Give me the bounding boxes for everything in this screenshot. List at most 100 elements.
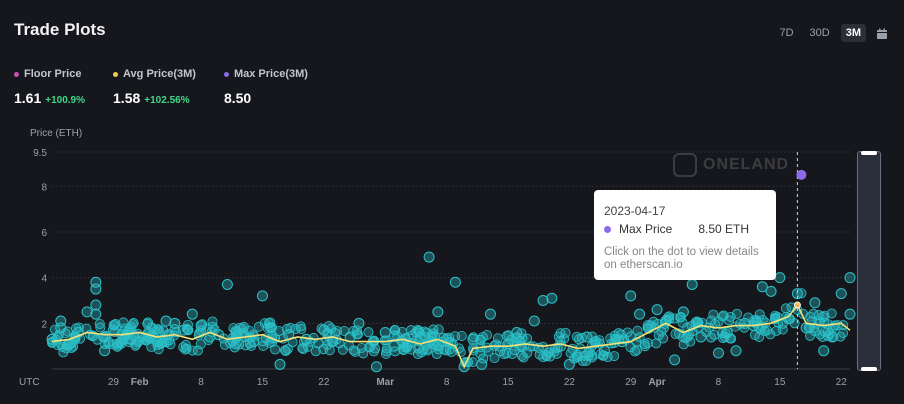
- trade-cluster-point: [356, 342, 367, 353]
- trade-point: [160, 315, 172, 327]
- trade-point: [818, 345, 830, 357]
- trade-point: [90, 308, 102, 320]
- x-tick-label-0: 29: [108, 377, 120, 388]
- trade-cluster-point: [602, 352, 613, 363]
- oneland-logo-icon: [673, 153, 697, 177]
- max-price-point: [796, 169, 807, 180]
- watermark-text: ONELAND: [703, 156, 790, 173]
- trade-point: [432, 306, 444, 318]
- trade-cluster-point: [584, 347, 595, 358]
- trade-cluster-point: [363, 327, 374, 338]
- trade-point: [712, 347, 724, 359]
- calendar-icon[interactable]: [876, 27, 888, 39]
- trade-cluster-point: [180, 339, 191, 350]
- trade-cluster-point: [310, 346, 321, 357]
- trade-cluster-point: [817, 311, 828, 322]
- trade-cluster-point: [826, 308, 837, 319]
- zoom-handle-bottom[interactable]: [861, 367, 877, 371]
- trade-point: [555, 340, 567, 352]
- trade-point: [90, 299, 102, 311]
- trade-point: [835, 288, 847, 300]
- trade-point: [730, 345, 742, 357]
- trade-cluster-point: [725, 311, 736, 322]
- trade-cluster-point: [499, 349, 510, 360]
- trade-cluster-point: [771, 325, 782, 336]
- trade-point: [90, 276, 102, 288]
- trade-cluster-point: [708, 309, 719, 320]
- avg-price-line: [51, 303, 851, 369]
- trade-cluster-point: [639, 339, 650, 350]
- tooltip-value: 8.50 ETH: [698, 222, 750, 236]
- trade-cluster-point: [446, 346, 457, 357]
- trade-point: [423, 251, 435, 263]
- trade-cluster-point: [571, 331, 582, 342]
- trade-point: [370, 361, 382, 373]
- trade-point: [467, 333, 479, 345]
- trade-point: [46, 333, 58, 345]
- trade-cluster-point: [579, 350, 590, 361]
- trade-cluster-point: [52, 332, 63, 343]
- trade-cluster-point: [253, 321, 264, 332]
- range-30d-button[interactable]: 30D: [809, 27, 830, 39]
- trade-point: [721, 326, 733, 338]
- range-7d-button[interactable]: 7D: [779, 27, 794, 39]
- watermark: ONELAND: [673, 153, 789, 177]
- trade-cluster-point: [192, 345, 203, 356]
- trade-cluster-point: [765, 329, 776, 340]
- tooltip-series-name: Max Price: [619, 222, 673, 236]
- trade-cluster-point: [439, 344, 450, 355]
- avg-price-change: +102.56%: [144, 95, 190, 106]
- trade-point: [686, 278, 698, 290]
- trade-cluster-point: [832, 320, 843, 331]
- trade-point: [476, 358, 488, 370]
- trade-cluster-point: [270, 344, 281, 355]
- trade-cluster-point: [780, 303, 791, 314]
- x-tick-label-3: 15: [257, 377, 269, 388]
- trade-point: [318, 324, 330, 336]
- avg-price-stat: Avg Price(3M) 1.58 +102.56%: [113, 68, 196, 106]
- y-axis-label: Price (ETH): [30, 128, 83, 139]
- trade-point: [230, 326, 242, 338]
- range-selector: 7D 30D 3M: [774, 24, 888, 42]
- trade-point: [774, 272, 786, 284]
- floor-price-value: 1.61: [14, 90, 42, 106]
- range-3m-button[interactable]: 3M: [840, 24, 866, 42]
- y-tick-label-2: 6: [41, 228, 47, 239]
- tooltip-hint: Click on the dot to view details on ethe…: [604, 246, 759, 271]
- y-tick-label-4: 9.5: [33, 148, 47, 159]
- trade-point: [844, 308, 856, 320]
- trade-point: [826, 331, 838, 343]
- trade-cluster-point: [295, 321, 306, 332]
- zoom-handle-top[interactable]: [861, 151, 877, 155]
- trade-cluster-point: [796, 288, 807, 299]
- trade-cluster-point: [142, 318, 153, 329]
- trade-point: [81, 306, 93, 318]
- trade-cluster-point: [58, 347, 69, 358]
- trade-point: [756, 281, 768, 293]
- trade-point: [274, 358, 286, 370]
- trade-cluster-point: [337, 344, 348, 355]
- trade-cluster-point: [413, 343, 424, 354]
- trade-cluster-point: [577, 355, 588, 366]
- trade-cluster-point: [680, 333, 691, 344]
- trade-cluster-point: [119, 323, 130, 334]
- zoom-scrollbar[interactable]: [857, 151, 881, 371]
- trade-cluster-point: [516, 350, 527, 361]
- trade-point: [669, 354, 681, 366]
- avg-price-value: 1.58: [113, 90, 141, 106]
- trade-cluster-point: [717, 311, 728, 322]
- trade-point: [178, 324, 190, 336]
- trade-point: [186, 308, 198, 320]
- trade-point: [99, 345, 111, 357]
- trade-point: [256, 290, 268, 302]
- trade-cluster-point: [95, 322, 106, 333]
- x-axis-timezone-label: UTC: [19, 377, 40, 388]
- trade-cluster-point: [389, 324, 400, 335]
- trade-point: [379, 326, 391, 338]
- trade-point: [546, 292, 558, 304]
- trade-cluster-point: [380, 348, 391, 359]
- trade-point: [563, 358, 575, 370]
- trade-cluster-point: [507, 348, 518, 359]
- tooltip-date: 2023-04-17: [604, 204, 666, 218]
